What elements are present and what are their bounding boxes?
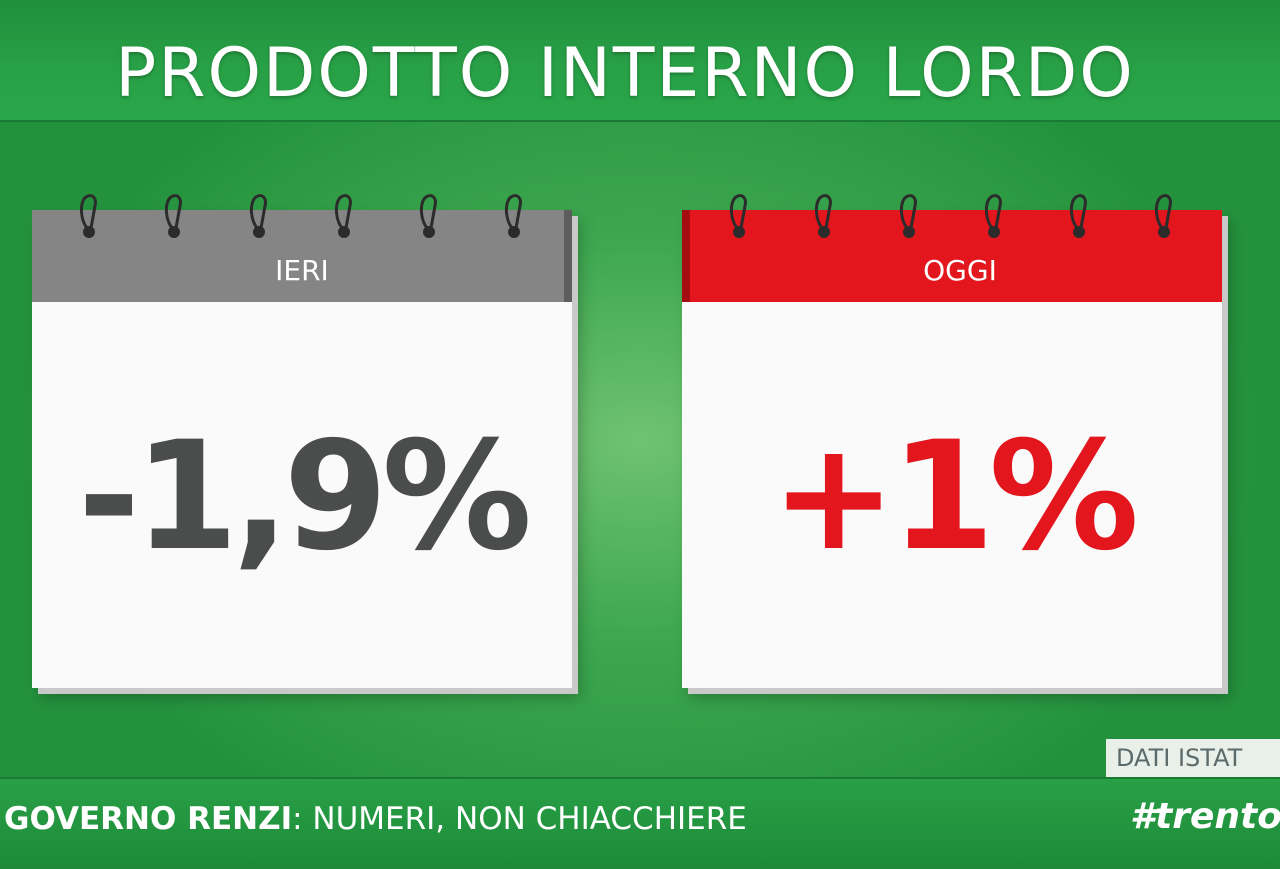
- calendar-header: IERI: [32, 210, 572, 302]
- calendar-page: +1%: [682, 302, 1222, 688]
- calendar-ieri: IERI -1,9%: [32, 194, 572, 688]
- calendar-oggi: OGGI +1%: [682, 194, 1222, 688]
- spiral-ring-icon: [985, 194, 1002, 238]
- gdp-value-oggi: +1%: [770, 410, 1139, 584]
- gdp-value-ieri: -1,9%: [77, 410, 532, 584]
- calendar-label: IERI: [275, 254, 329, 287]
- page-title: PRODOTTO INTERNO LORDO: [115, 34, 1135, 113]
- spiral-ring-icon: [420, 194, 437, 238]
- source-badge: DATI ISTAT: [1106, 739, 1280, 777]
- title-band: PRODOTTO INTERNO LORDO: [0, 0, 1280, 122]
- footer-slogan: GOVERNO RENZI: NUMERI, NON CHIACCHIERE: [4, 799, 747, 839]
- calendar-label: OGGI: [923, 254, 997, 287]
- spiral-ring-icon: [250, 194, 267, 238]
- spiral-ring-icon: [815, 194, 832, 238]
- spiral-ring-icon: [1070, 194, 1087, 238]
- slogan-strong: GOVERNO RENZI: [4, 801, 293, 837]
- spiral-ring-icon: [1155, 194, 1172, 238]
- spiral-ring-icon: [505, 194, 522, 238]
- spiral-ring-icon: [165, 194, 182, 238]
- spiral-ring-icon: [900, 194, 917, 238]
- spiral-ring-icon: [335, 194, 352, 238]
- slogan-rest: : NUMERI, NON CHIACCHIERE: [292, 801, 747, 837]
- spiral-ring-icon: [730, 194, 747, 238]
- spiral-ring-icon: [80, 194, 97, 238]
- hashtag: #trento: [1130, 796, 1280, 837]
- calendar-header: OGGI: [682, 210, 1222, 302]
- footer-band: GOVERNO RENZI: NUMERI, NON CHIACCHIERE #…: [0, 777, 1280, 869]
- calendar-page: -1,9%: [32, 302, 572, 688]
